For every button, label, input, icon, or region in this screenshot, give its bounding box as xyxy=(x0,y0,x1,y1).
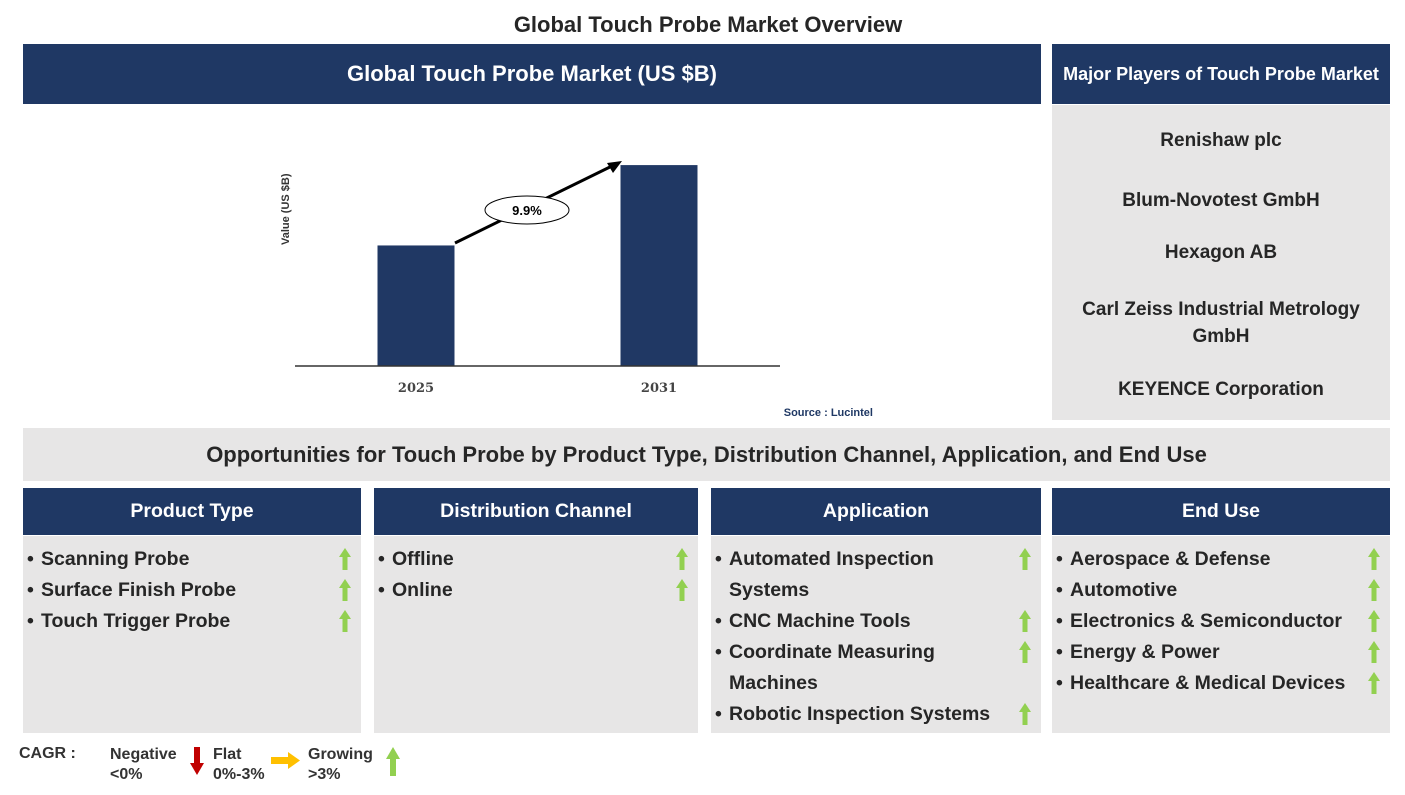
x-tick-label: 2025 xyxy=(398,381,434,396)
list-item: Offline xyxy=(378,544,698,575)
arrow-head xyxy=(607,161,622,173)
list-item-text: Aerospace & Defense xyxy=(1070,548,1271,570)
list-item-text: Automotive xyxy=(1070,579,1178,601)
opportunities-title: Opportunities for Touch Probe by Product… xyxy=(23,428,1390,481)
green-up-arrow-icon xyxy=(339,579,351,601)
player-item: KEYENCE Corporation xyxy=(1118,379,1324,400)
red-down-arrow-icon xyxy=(190,747,204,775)
bar-2025 xyxy=(377,245,455,366)
column-body: Automated Inspection Systems CNC Machine … xyxy=(711,536,1041,733)
bar-2031 xyxy=(620,165,698,366)
list-item-text: Automated Inspection Systems xyxy=(729,548,934,601)
list-item: Touch Trigger Probe xyxy=(27,606,361,637)
list-item: Automotive xyxy=(1056,575,1390,606)
y-axis-label: Value (US $B) xyxy=(280,173,292,245)
list-item: Scanning Probe xyxy=(27,544,361,575)
list-item: Coordinate Measuring Machines xyxy=(715,637,1041,699)
list-item: Robotic Inspection Systems xyxy=(715,699,1041,730)
green-up-arrow-icon xyxy=(1019,610,1031,632)
column-header: End Use xyxy=(1052,488,1390,535)
list-item: Healthcare & Medical Devices xyxy=(1056,668,1390,699)
list-item-text: Robotic Inspection Systems xyxy=(729,703,991,725)
column-header: Application xyxy=(711,488,1041,535)
bar-chart: Value (US $B) 2025 2031 9.9% Source : Luc… xyxy=(280,161,873,419)
source-label: Source : Lucintel xyxy=(784,407,873,419)
column-header: Distribution Channel xyxy=(374,488,698,535)
page-title: Global Touch Probe Market Overview xyxy=(513,12,903,37)
yellow-right-arrow-icon xyxy=(271,752,300,769)
legend-flat: Flat 0%-3% xyxy=(213,745,265,785)
green-up-arrow-icon xyxy=(1019,641,1031,663)
green-up-arrow-icon xyxy=(676,548,688,570)
player-item: Hexagon AB xyxy=(1164,242,1278,263)
cagr-bubble xyxy=(484,195,570,225)
list-item-text: Offline xyxy=(392,548,454,570)
player-item: Blum-Novotest GmbH xyxy=(1122,190,1320,211)
legend-growing-text: Growing xyxy=(308,746,373,763)
list-item-text: Electronics & Semiconductor xyxy=(1070,610,1342,632)
column-body: Scanning Probe Surface Finish Probe Touch … xyxy=(23,536,361,733)
player-item: Carl Zeiss Industrial Metrology GmbH xyxy=(1082,299,1360,347)
green-up-arrow-icon xyxy=(339,548,351,570)
green-up-arrow-icon xyxy=(1368,548,1380,570)
x-tick-label: 2031 xyxy=(641,381,677,396)
legend-flat-range: 0%-3% xyxy=(213,766,265,783)
list-item-text: Coordinate Measuring Machines xyxy=(729,641,935,694)
legend-negative-range: <0% xyxy=(110,766,143,783)
players-list: Renishaw plc Blum-Novotest GmbH Hexagon … xyxy=(1052,105,1390,420)
player-item: Renishaw plc xyxy=(1160,130,1282,151)
green-up-arrow-icon xyxy=(1368,610,1380,632)
column-body: Aerospace & Defense Automotive Electronics… xyxy=(1052,536,1390,733)
list-item-text: Surface Finish Probe xyxy=(41,579,237,601)
legend-growing: Growing >3% xyxy=(308,745,373,785)
players-header: Major Players of Touch Probe Market xyxy=(1052,44,1390,104)
green-up-arrow-icon xyxy=(386,747,400,776)
list-item-text: Scanning Probe xyxy=(41,548,190,570)
list-item: Automated Inspection Systems xyxy=(715,544,1041,606)
list-item: Energy & Power xyxy=(1056,637,1390,668)
green-up-arrow-icon xyxy=(339,610,351,632)
list-item-text: Touch Trigger Probe xyxy=(41,610,231,632)
legend-label: CAGR : xyxy=(19,745,76,762)
list-item: Electronics & Semiconductor xyxy=(1056,606,1390,637)
list-item: CNC Machine Tools xyxy=(715,606,1041,637)
column-body: Offline Online xyxy=(374,536,698,733)
green-up-arrow-icon xyxy=(676,579,688,601)
list-item: Surface Finish Probe xyxy=(27,575,361,606)
green-up-arrow-icon xyxy=(1019,548,1031,570)
green-up-arrow-icon xyxy=(1368,672,1380,694)
green-up-arrow-icon xyxy=(1019,703,1031,725)
cagr-label: 9.9% xyxy=(512,203,542,218)
list-item-text: Online xyxy=(392,579,453,601)
column-header: Product Type xyxy=(23,488,361,535)
green-up-arrow-icon xyxy=(1368,641,1380,663)
green-up-arrow-icon xyxy=(1368,579,1380,601)
legend-negative: Negative <0% xyxy=(110,745,177,785)
legend-negative-text: Negative xyxy=(110,746,177,763)
list-item: Online xyxy=(378,575,698,606)
list-item-text: CNC Machine Tools xyxy=(729,610,911,632)
list-item-text: Healthcare & Medical Devices xyxy=(1070,672,1346,694)
list-item: Aerospace & Defense xyxy=(1056,544,1390,575)
chart-header: Global Touch Probe Market (US $B) xyxy=(23,44,1041,104)
list-item-text: Energy & Power xyxy=(1070,641,1220,663)
legend-flat-text: Flat xyxy=(213,746,242,763)
legend-growing-range: >3% xyxy=(308,766,341,783)
